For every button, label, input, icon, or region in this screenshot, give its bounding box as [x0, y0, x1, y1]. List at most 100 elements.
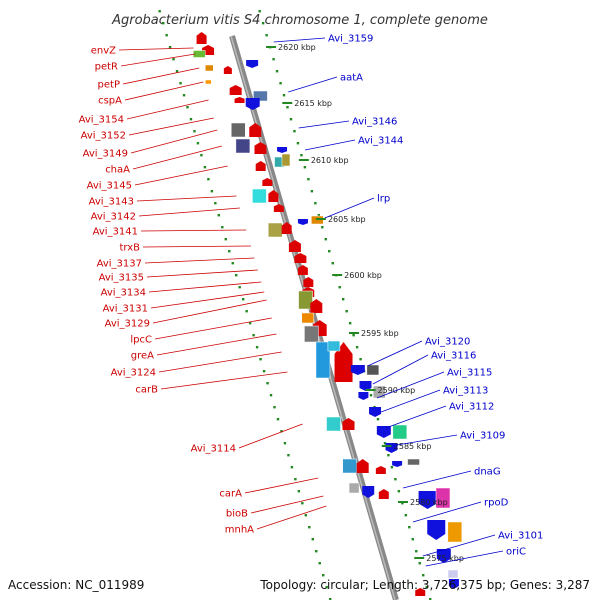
gene-arrow-forward [310, 299, 323, 313]
track-dot [273, 406, 276, 409]
track-dot [272, 58, 275, 61]
track-dot [265, 34, 268, 37]
gene-block [298, 290, 313, 310]
gene-label-left: mnhA [225, 525, 254, 536]
leader-line [385, 405, 447, 429]
track-dot [325, 586, 328, 589]
kbp-label: 2605 kbp [328, 215, 366, 224]
leader-line [250, 495, 324, 514]
track-dot [324, 238, 327, 241]
leader-line [132, 145, 223, 170]
track-dot [172, 58, 175, 61]
gene-label-left: carB [135, 385, 158, 396]
gene-label-right: Avi_3146 [352, 117, 397, 128]
track-dot [231, 262, 234, 265]
gene-label-left: Avi_3129 [105, 319, 150, 330]
gene-label-right: aatA [340, 73, 363, 84]
track-dot [359, 358, 362, 361]
gene-arrow-reverse [418, 491, 437, 509]
gene-label-right: Avi_3159 [328, 34, 373, 45]
track-dot [418, 562, 421, 565]
leader-line [148, 281, 262, 293]
gene-label-left: Avi_3131 [103, 304, 148, 315]
track-dot [294, 478, 297, 481]
leader-line [128, 117, 214, 136]
leader-line [150, 291, 265, 309]
gene-arrow-forward [375, 466, 386, 474]
gene-label-right: rpoD [484, 498, 509, 509]
gene-block [447, 569, 459, 579]
track-dot [221, 226, 224, 229]
gene-label-left: Avi_3152 [81, 131, 126, 142]
kbp-label: 2600 kbp [344, 271, 382, 280]
gene-arrow-reverse [369, 407, 382, 417]
track-dot [175, 70, 179, 73]
track-dot [315, 550, 318, 553]
track-dot [318, 562, 321, 565]
leader-line [120, 53, 196, 67]
track-dot [179, 82, 182, 85]
track-dot [207, 178, 210, 181]
gene-label-right: dnaG [474, 467, 501, 478]
track-dot [303, 166, 307, 169]
gene-arrow-forward [249, 123, 262, 137]
leader-line [298, 120, 350, 129]
leader-line [136, 195, 237, 202]
track-dot [275, 70, 279, 73]
gene-block [326, 416, 341, 432]
gene-arrow-forward [254, 142, 267, 154]
track-dot [321, 226, 324, 229]
kbp-label: 2615 kbp [294, 99, 332, 108]
left-gene-labels: envZ petR petP cspA Avi_3154 Avi_3152 Avi_3149… [79, 46, 327, 536]
gene-block [372, 385, 386, 399]
track-dot [394, 478, 397, 481]
topology-text: Topology: circular; Length: 3,726,375 bp… [260, 578, 590, 592]
track-dot [297, 490, 301, 493]
gene-label-right: oriC [506, 547, 526, 558]
gene-arrow-forward [415, 588, 426, 596]
accession-text: Accession: NC_011989 [8, 578, 145, 592]
gene-label-left: Avi_3142 [91, 212, 136, 223]
track-dot [228, 250, 231, 253]
gene-label-left: Avi_3141 [93, 227, 138, 238]
gene-label-left: Avi_3137 [97, 259, 142, 270]
kbp-label: 2610 kbp [311, 156, 349, 165]
track-dot [310, 190, 314, 193]
track-dot [352, 334, 355, 337]
leader-line [124, 81, 204, 101]
gene-label-right: Avi_3101 [498, 531, 543, 542]
gene-label-left: petR [95, 62, 118, 73]
track-dot [415, 550, 418, 553]
gene-arrow-reverse [376, 426, 391, 438]
track-dot [200, 154, 203, 157]
track-dot [404, 514, 408, 517]
track-dot [304, 514, 308, 517]
gene-arrow-reverse [277, 147, 288, 153]
track-dot [165, 34, 168, 37]
leader-line [158, 351, 282, 373]
track-dot [307, 178, 310, 181]
track-dot [328, 250, 331, 253]
leader-line [390, 434, 458, 447]
track-dot [296, 142, 300, 145]
gene-arrow-reverse [427, 520, 446, 540]
leader-line [425, 550, 504, 567]
track-dot [168, 46, 172, 49]
leader-line [367, 340, 423, 367]
track-dot [259, 358, 262, 361]
gene-label-left: cspA [98, 96, 122, 107]
gene-arrow-forward [268, 190, 279, 202]
leader-line [122, 67, 200, 85]
gene-label-left: greA [131, 351, 154, 362]
track-dot [276, 418, 280, 421]
track-dot [348, 322, 352, 325]
track-dot [203, 166, 207, 169]
track-dot [217, 214, 221, 217]
track-dot [287, 454, 290, 457]
leader-line [324, 197, 375, 219]
track-dot [245, 310, 248, 313]
gene-arrow-forward [229, 85, 242, 95]
track-dot [255, 346, 259, 349]
gene-arrow-reverse [392, 461, 403, 467]
